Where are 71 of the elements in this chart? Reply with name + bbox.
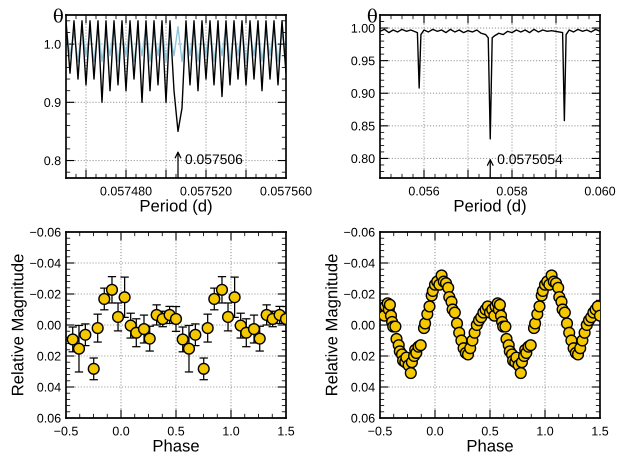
x-tick-label: 0.060	[584, 186, 616, 196]
point	[92, 322, 104, 334]
point	[118, 291, 131, 304]
x-tick-label: 0.057480	[100, 186, 152, 196]
point	[198, 362, 210, 375]
point	[112, 310, 124, 324]
x-tick-label: 0.057560	[260, 186, 312, 196]
point	[254, 332, 266, 345]
y-axis-title: θ	[54, 8, 63, 23]
y-tick-label: 1.0	[44, 40, 61, 49]
y-tick-label: 0.85	[351, 122, 375, 130]
point	[228, 291, 241, 304]
x-tick-label: −0.5	[368, 426, 392, 436]
point	[182, 342, 196, 355]
x-tick-label: 0.057520	[180, 186, 232, 196]
x-tick-label: 1.5	[592, 426, 608, 436]
y-tick-label: −0.06	[30, 228, 61, 237]
y-axis-title: θ	[368, 8, 377, 23]
y-tick-label: −0.06	[344, 228, 375, 237]
y-tick-label: 0.06	[351, 414, 375, 423]
point	[66, 333, 79, 346]
point	[138, 322, 150, 336]
x-tick-label: 1.0	[223, 426, 240, 436]
y-tick-label: 0.04	[37, 382, 61, 392]
point	[176, 333, 189, 346]
point	[144, 332, 156, 345]
y-tick-label: 0.02	[351, 352, 375, 361]
annotation: 0.0575054	[498, 154, 562, 164]
y-tick-label: 0.95	[351, 56, 375, 66]
y-tick-label: 0.90	[351, 89, 375, 98]
x-tick-label: 0.058	[496, 186, 528, 196]
x-axis-title: Phase	[154, 439, 199, 452]
point	[170, 312, 182, 326]
y-tick-label: 0.06	[37, 414, 61, 423]
y-tick-label: 0.8	[44, 156, 61, 166]
y-tick-label: 0.9	[44, 98, 61, 107]
x-tick-label: −0.5	[54, 426, 78, 436]
y-tick-label: 0.04	[351, 382, 375, 392]
y-axis-title: Relative Magnitude	[11, 254, 27, 395]
point	[189, 328, 202, 341]
x-tick-label: 0.5	[482, 426, 498, 436]
y-tick-label: 0.02	[37, 352, 61, 361]
y-tick-label: −0.04	[30, 258, 61, 268]
point	[88, 362, 100, 375]
x-tick-label: 0.056	[408, 186, 440, 196]
point	[79, 328, 92, 341]
point	[98, 292, 110, 306]
x-axis-title: Period (d)	[454, 199, 526, 215]
y-tick-label: 0.00	[37, 320, 61, 330]
point	[72, 342, 86, 355]
point	[202, 322, 214, 334]
y-tick-label: 0.80	[351, 154, 375, 164]
point	[222, 310, 234, 324]
annotation: 0.057506	[185, 154, 242, 164]
x-tick-label: 1.5	[278, 426, 294, 436]
y-axis-title: Relative Magnitude	[325, 254, 341, 395]
y-tick-label: −0.02	[344, 290, 375, 299]
x-axis-title: Period (d)	[140, 199, 212, 215]
y-tick-label: 0.00	[351, 320, 375, 330]
y-tick-label: −0.02	[30, 290, 61, 299]
x-tick-label: 0.0	[112, 426, 130, 436]
x-tick-label: 0.0	[426, 426, 444, 436]
x-axis-title: Phase	[468, 439, 513, 452]
point	[216, 284, 228, 296]
y-tick-label: −0.04	[344, 258, 375, 268]
x-tick-label: 1.0	[537, 426, 554, 436]
y-tick-label: 1.00	[352, 24, 375, 33]
point	[248, 322, 260, 336]
x-tick-label: 0.5	[168, 426, 184, 436]
point	[106, 284, 118, 296]
point	[208, 292, 220, 306]
